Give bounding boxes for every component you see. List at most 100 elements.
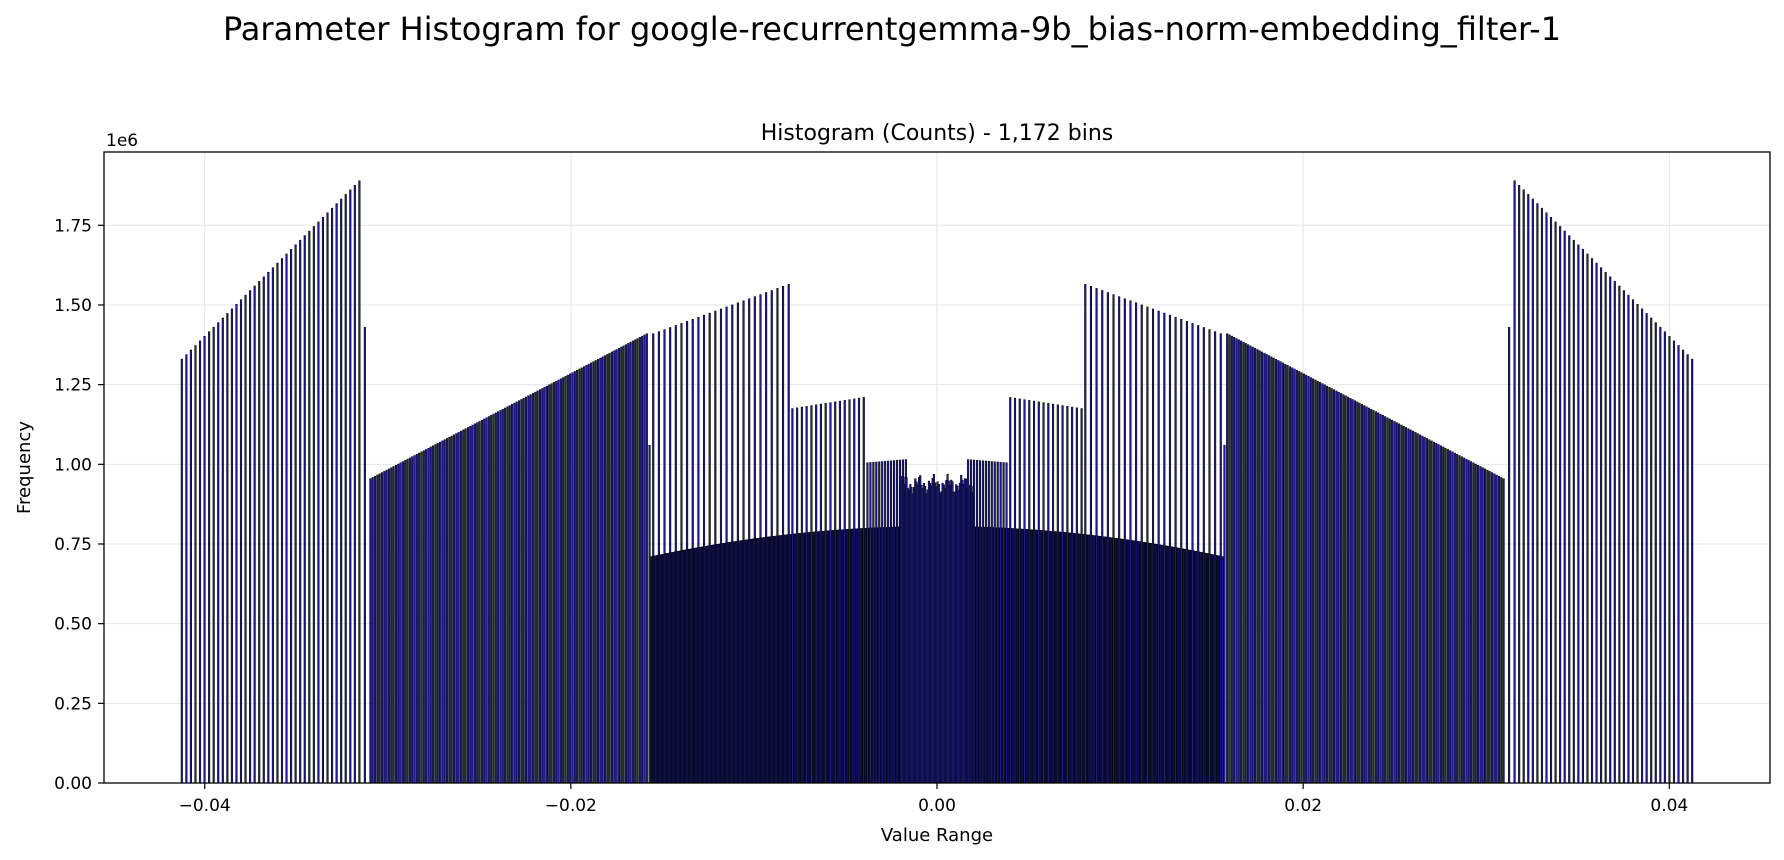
- figure-title: Parameter Histogram for google-recurrent…: [222, 10, 1562, 48]
- histogram-bar: [380, 472, 384, 784]
- histogram-bar: [1202, 327, 1205, 784]
- histogram-bar: [1284, 363, 1287, 784]
- histogram-bar: [1458, 455, 1461, 784]
- histogram-bar: [895, 460, 899, 784]
- histogram-bar: [573, 371, 576, 784]
- histogram-bar: [401, 461, 404, 784]
- histogram-bar: [457, 432, 460, 784]
- y-tick-label: 1.75: [54, 216, 92, 236]
- histogram-bar: [501, 408, 504, 784]
- histogram-bar: [1288, 366, 1291, 784]
- histogram-bar: [978, 460, 982, 784]
- histogram-bar: [1500, 477, 1503, 784]
- histogram-bar: [1395, 422, 1398, 784]
- histogram-bar: [862, 397, 865, 784]
- x-tick-label: −0.02: [545, 796, 597, 816]
- histogram-bar: [331, 207, 334, 784]
- histogram-bar: [422, 450, 425, 784]
- histogram-bar: [1293, 368, 1296, 784]
- histogram-bar: [1446, 449, 1449, 784]
- histogram-bar: [984, 460, 987, 784]
- histogram-bar: [1531, 198, 1534, 784]
- histogram-bar: [622, 345, 625, 784]
- histogram-bar: [848, 399, 851, 784]
- histogram-bar: [1056, 404, 1059, 784]
- histogram-bar: [217, 322, 220, 784]
- histogram-bar: [599, 357, 602, 784]
- histogram-bar: [1456, 454, 1459, 784]
- histogram-bar: [317, 221, 320, 784]
- histogram-bar: [576, 369, 579, 784]
- histogram-bar: [1095, 288, 1098, 784]
- histogram-bar: [643, 334, 646, 784]
- histogram-bar: [1089, 286, 1092, 784]
- histogram-bar: [1339, 393, 1343, 784]
- histogram-bar: [1600, 267, 1603, 784]
- histogram-bar: [1321, 383, 1324, 784]
- histogram-bar: [511, 404, 514, 784]
- histogram-bar: [524, 396, 528, 784]
- histogram-bar: [394, 465, 397, 784]
- histogram-bar: [548, 384, 551, 784]
- histogram-bar: [538, 389, 542, 784]
- histogram-bar: [1522, 189, 1525, 784]
- histogram-bar: [189, 349, 192, 784]
- histogram-bar: [1641, 308, 1644, 784]
- histogram-bar: [627, 343, 630, 784]
- histogram-bar: [1286, 365, 1289, 784]
- histogram-bar: [1645, 313, 1648, 784]
- histogram-bar: [1554, 221, 1557, 784]
- histogram-bar: [253, 285, 256, 784]
- histogram-bar: [459, 430, 463, 784]
- histogram-bar: [1226, 333, 1229, 784]
- histogram-bar: [1370, 408, 1373, 784]
- histogram-bar: [638, 337, 641, 784]
- histogram-bar: [371, 477, 374, 784]
- histogram-bar: [1309, 377, 1312, 784]
- histogram-bar: [645, 333, 648, 784]
- histogram-bar: [404, 460, 407, 784]
- histogram-bar: [244, 294, 247, 784]
- histogram-bar: [441, 440, 444, 784]
- histogram-bar: [385, 469, 388, 784]
- histogram-bar: [893, 460, 896, 784]
- histogram-bar: [436, 443, 439, 784]
- histogram-bar: [1101, 290, 1104, 784]
- histogram-bar: [819, 403, 822, 784]
- x-tick-label: 0.02: [1284, 796, 1322, 816]
- histogram-bar: [1414, 432, 1417, 784]
- histogram-bar: [1281, 362, 1284, 784]
- histogram-bar: [1668, 336, 1671, 784]
- histogram-bar: [1346, 396, 1350, 784]
- histogram-bar: [1430, 440, 1433, 784]
- histogram-bar: [587, 363, 590, 784]
- histogram-bar: [970, 459, 973, 784]
- histogram-bar: [1622, 290, 1625, 784]
- histogram-bar: [1129, 300, 1132, 784]
- histogram-bar: [1365, 406, 1368, 784]
- histogram-bar: [1472, 462, 1475, 784]
- histogram-bar: [580, 367, 583, 784]
- histogram-bar: [1631, 299, 1635, 784]
- histogram-bar: [353, 185, 356, 784]
- histogram-bar: [1265, 354, 1268, 784]
- histogram-bar: [383, 471, 386, 784]
- histogram-bar: [1439, 445, 1442, 784]
- histogram-bar: [993, 461, 996, 784]
- histogram-bar: [872, 461, 875, 784]
- histogram-bar: [1425, 438, 1429, 784]
- histogram-bar: [1323, 384, 1326, 784]
- histogram-bar: [834, 401, 837, 784]
- histogram-bar: [1483, 468, 1487, 784]
- histogram-bar: [1251, 346, 1254, 784]
- histogram-bar: [875, 461, 878, 784]
- histogram-bar: [1398, 423, 1401, 784]
- histogram-bar: [594, 360, 597, 784]
- histogram-bar: [529, 394, 532, 784]
- histogram-bar: [1449, 450, 1452, 784]
- histogram-bar: [884, 461, 887, 784]
- histogram-bar: [557, 379, 560, 784]
- histogram-bar: [308, 230, 311, 784]
- histogram-bar: [520, 399, 523, 784]
- histogram-bar: [392, 466, 395, 784]
